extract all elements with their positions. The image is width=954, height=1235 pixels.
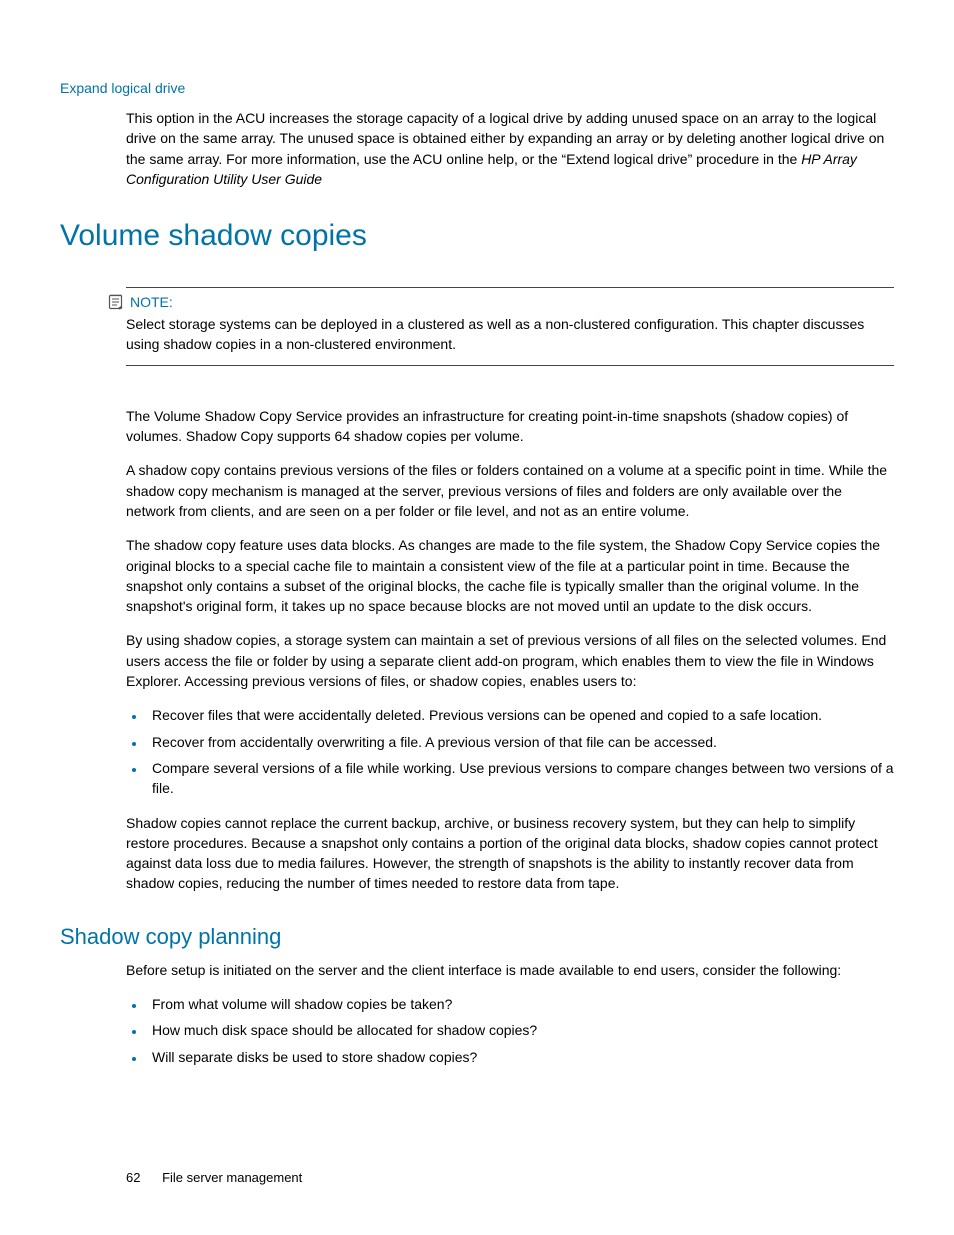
note-rule-top xyxy=(126,287,894,288)
expand-paragraph: This option in the ACU increases the sto… xyxy=(126,108,894,189)
document-page: Expand logical drive This option in the … xyxy=(0,0,954,1235)
vsc-paragraph-3: The shadow copy feature uses data blocks… xyxy=(126,535,894,616)
note-block: NOTE: Select storage systems can be depl… xyxy=(108,277,894,388)
shadow-copy-planning-heading: Shadow copy planning xyxy=(60,924,894,950)
vsc-paragraph-4: By using shadow copies, a storage system… xyxy=(126,630,894,691)
planning-bullet-list: From what volume will shadow copies be t… xyxy=(126,994,894,1067)
expand-paragraph-text: This option in the ACU increases the sto… xyxy=(126,110,884,167)
note-body: Select storage systems can be deployed i… xyxy=(126,314,894,355)
note-label: NOTE: xyxy=(130,294,173,310)
chapter-title: File server management xyxy=(162,1170,302,1185)
expand-logical-drive-heading: Expand logical drive xyxy=(60,80,894,96)
list-item: Will separate disks be used to store sha… xyxy=(146,1047,894,1067)
note-rule-bottom xyxy=(126,365,894,366)
vsc-paragraph-1: The Volume Shadow Copy Service provides … xyxy=(126,406,894,447)
list-item: Recover files that were accidentally del… xyxy=(146,705,894,725)
volume-shadow-copies-heading: Volume shadow copies xyxy=(60,219,894,253)
note-header: NOTE: xyxy=(108,294,894,310)
list-item: Recover from accidentally overwriting a … xyxy=(146,732,894,752)
list-item: Compare several versions of a file while… xyxy=(146,758,894,799)
page-number: 62 xyxy=(126,1170,140,1185)
vsc-paragraph-5: Shadow copies cannot replace the current… xyxy=(126,813,894,894)
list-item: How much disk space should be allocated … xyxy=(146,1020,894,1040)
vsc-paragraph-2: A shadow copy contains previous versions… xyxy=(126,460,894,521)
note-icon xyxy=(108,294,124,310)
vsc-bullet-list: Recover files that were accidentally del… xyxy=(126,705,894,798)
list-item: From what volume will shadow copies be t… xyxy=(146,994,894,1014)
page-footer: 62 File server management xyxy=(126,1170,302,1185)
planning-paragraph-1: Before setup is initiated on the server … xyxy=(126,960,894,980)
